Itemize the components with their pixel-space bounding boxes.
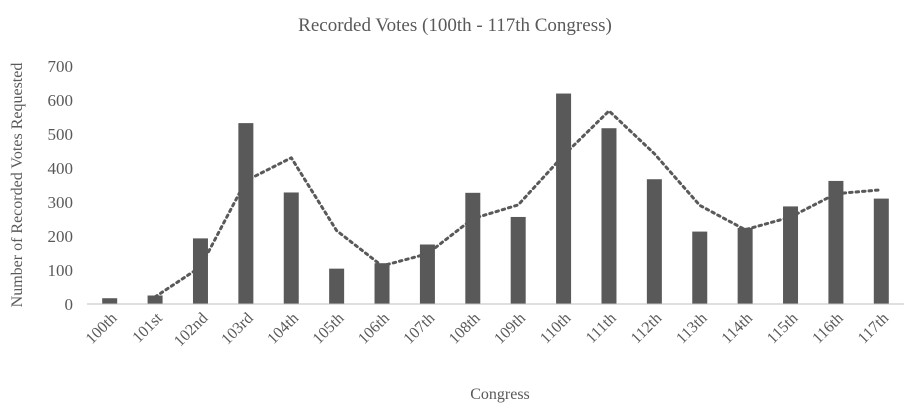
x-axis-ticks: 100th 101st 102nd 103rd 104th 105th 106th 107th…: [83, 309, 892, 350]
bar-111th: [601, 128, 617, 304]
y-tick-label-7: 700: [48, 57, 74, 76]
bar-113th: [692, 231, 708, 304]
x-tick-label-102nd: 102nd: [171, 310, 211, 350]
x-tick-label-103rd: 103rd: [218, 310, 256, 348]
x-tick-label-111th: 111th: [583, 310, 620, 347]
bar-117th: [873, 198, 889, 304]
y-tick-label-1: 100: [48, 261, 74, 280]
x-tick-label-115th: 115th: [764, 310, 801, 347]
x-tick-label-100th: 100th: [83, 310, 121, 348]
chart-title: Recorded Votes (100th - 117th Congress): [298, 15, 612, 36]
x-tick-label-109th: 109th: [491, 310, 529, 348]
x-tick-label-113th: 113th: [673, 310, 710, 347]
y-axis-ticks: 0 100 200 300 400 500 600 700: [48, 57, 74, 314]
x-tick-label-107th: 107th: [400, 310, 438, 348]
x-tick-label-114th: 114th: [719, 310, 756, 347]
bar-114th: [737, 227, 753, 304]
y-tick-label-0: 0: [65, 295, 74, 314]
bar-112th: [646, 179, 662, 304]
x-tick-label-110th: 110th: [537, 310, 574, 347]
bar-109th: [510, 216, 526, 304]
trendline: [153, 109, 883, 299]
bar-108th: [465, 192, 481, 304]
x-tick-label-104th: 104th: [264, 310, 302, 348]
bar-100th: [102, 298, 118, 304]
y-tick-label-2: 200: [48, 227, 74, 246]
y-tick-label-3: 300: [48, 193, 74, 212]
bar-101st: [147, 295, 163, 304]
x-tick-label-117th: 117th: [855, 310, 892, 347]
y-axis-label: Number of Recorded Votes Requested: [9, 63, 26, 308]
x-tick-label-112th: 112th: [628, 310, 665, 347]
bar-110th: [556, 93, 572, 304]
x-tick-label-116th: 116th: [809, 310, 846, 347]
bar-115th: [783, 206, 799, 304]
bar-103rd: [238, 123, 254, 305]
bar-116th: [828, 180, 844, 304]
x-axis-label: Congress: [470, 386, 530, 403]
bar-104th: [283, 192, 299, 304]
x-tick-label-108th: 108th: [446, 310, 484, 348]
y-tick-label-4: 400: [48, 159, 74, 178]
x-tick-label-105th: 105th: [310, 310, 348, 348]
bar-107th: [419, 244, 435, 304]
bar-106th: [374, 263, 390, 304]
y-tick-label-6: 600: [48, 91, 74, 110]
x-tick-label-106th: 106th: [355, 310, 393, 348]
bars: [102, 93, 889, 305]
bar-105th: [329, 268, 345, 304]
x-tick-label-101st: 101st: [129, 309, 166, 346]
bar-102nd: [192, 238, 208, 304]
y-tick-label-5: 500: [48, 125, 74, 144]
